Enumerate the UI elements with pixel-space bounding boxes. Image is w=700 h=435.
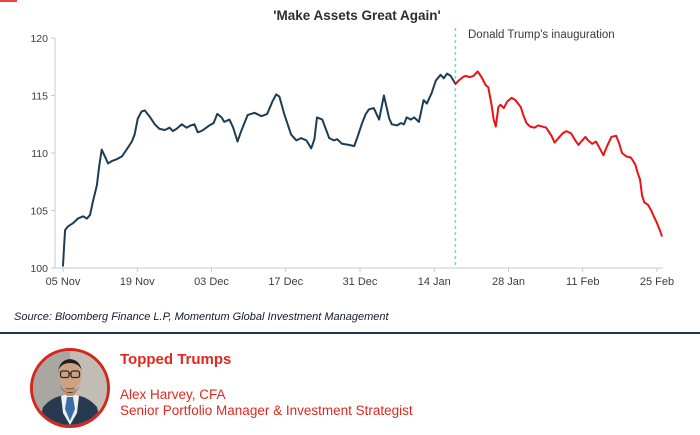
source-attribution: Source: Bloomberg Finance L.P, Momentum … [14, 311, 389, 323]
face [58, 362, 82, 390]
y-tick-label: 115 [31, 90, 48, 102]
x-tick-label: 25 Feb [640, 276, 674, 288]
series-line-pre [62, 72, 457, 267]
chart-title: 'Make Assets Great Again' [273, 8, 441, 23]
footer-author: Alex Harvey, CFA [120, 387, 226, 402]
x-tick-label: 11 Feb [566, 276, 599, 288]
avatar [30, 348, 110, 428]
footer-title: Topped Trumps [120, 351, 232, 368]
divider-line [0, 332, 700, 334]
series-line-post [454, 70, 663, 237]
x-tick-label: 17 Dec [268, 276, 303, 288]
glasses-right-lens [70, 370, 81, 379]
x-tick-label: 14 Jan [418, 276, 451, 288]
x-tick-label: 03 Dec [194, 276, 229, 288]
x-tick-label: 19 Nov [120, 276, 155, 288]
glasses-left-lens [59, 370, 70, 379]
y-tick-label: 110 [31, 148, 48, 160]
y-tick-label: 105 [30, 205, 48, 217]
footer-role: Senior Portfolio Manager & Investment St… [120, 403, 413, 418]
top-accent-sliver [0, 0, 17, 2]
portrait-photo [33, 351, 107, 425]
y-tick-label: 100 [30, 263, 48, 275]
hair [58, 359, 82, 373]
tie [65, 397, 75, 421]
x-tick-label: 28 Jan [492, 276, 525, 288]
x-tick-label: 05 Nov [46, 276, 81, 288]
line-chart: 100 105 110 115 120 05 Nov 19 Nov 03 Dec 17 Dec 3… [30, 28, 674, 288]
event-annotation-label: Donald Trump's inauguration [468, 29, 615, 41]
footer-band [0, 334, 700, 435]
mouth [65, 387, 75, 390]
y-tick-label: 120 [30, 33, 48, 45]
x-tick-label: 31 Dec [343, 276, 378, 288]
